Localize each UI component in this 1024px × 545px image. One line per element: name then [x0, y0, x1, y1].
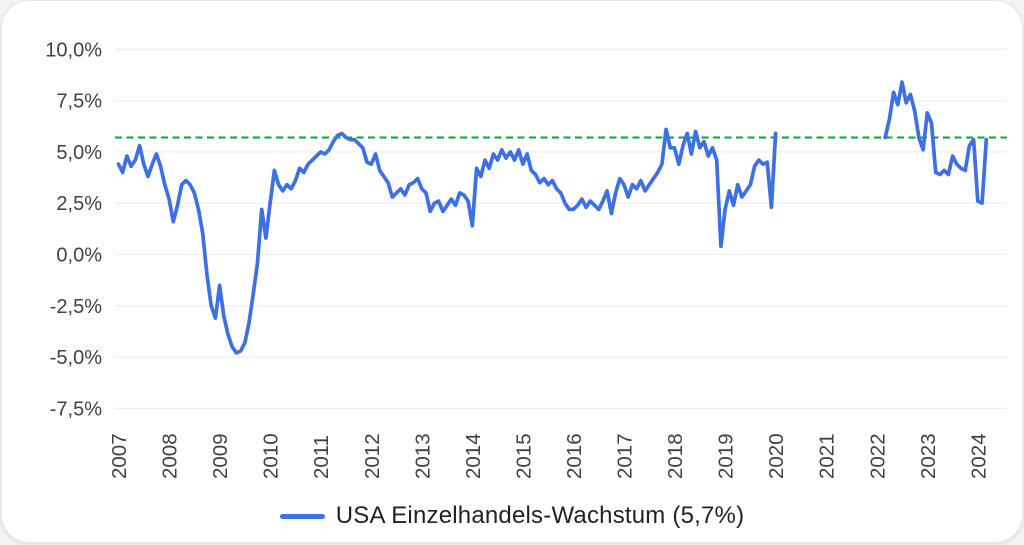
- x-axis-tick-label: 2010: [260, 433, 283, 479]
- x-axis-tick-label: 2014: [462, 433, 485, 479]
- x-axis-tick-label: 2018: [664, 433, 687, 479]
- x-axis-tick-label: 2021: [816, 433, 839, 479]
- x-axis-tick-label: 2008: [159, 433, 182, 479]
- x-axis-tick-label: 2016: [563, 433, 586, 479]
- x-axis-tick-label: 2019: [715, 433, 738, 479]
- legend-line-swatch: [279, 513, 325, 519]
- y-axis-tick-label: 0,0%: [56, 245, 102, 267]
- x-axis-tick-label: 2013: [411, 433, 434, 479]
- y-axis-tick-label: 7,5%: [56, 91, 102, 113]
- x-axis-tick-label: 2009: [209, 433, 232, 479]
- x-axis-tick-label: 2017: [614, 433, 637, 479]
- y-axis-tick-label: -7,5%: [50, 398, 102, 420]
- x-axis-tick-label: 2007: [108, 433, 131, 479]
- x-axis-tick-label: 2024: [967, 433, 990, 479]
- chart-legend: USA Einzelhandels-Wachstum (5,7%): [2, 499, 1022, 533]
- x-axis-tick-label: 2022: [866, 433, 889, 479]
- y-axis-tick-label: -2,5%: [50, 296, 102, 318]
- y-axis-tick-label: -5,0%: [50, 347, 102, 369]
- x-axis-tick-label: 2023: [917, 433, 940, 479]
- y-axis-tick-label: 2,5%: [56, 193, 102, 215]
- x-axis-tick-label: 2015: [512, 433, 535, 479]
- y-axis-tick-label: 10,0%: [45, 39, 102, 61]
- y-axis-tick-label: 5,0%: [56, 142, 102, 164]
- series-line-usa-retail-growth: [116, 80, 989, 355]
- legend-series-label: USA Einzelhandels-Wachstum (5,7%): [335, 502, 745, 529]
- x-axis-tick-label: 2020: [765, 433, 788, 479]
- x-axis-tick-label: 2012: [361, 433, 384, 479]
- x-axis-tick-label: 2011: [310, 435, 333, 479]
